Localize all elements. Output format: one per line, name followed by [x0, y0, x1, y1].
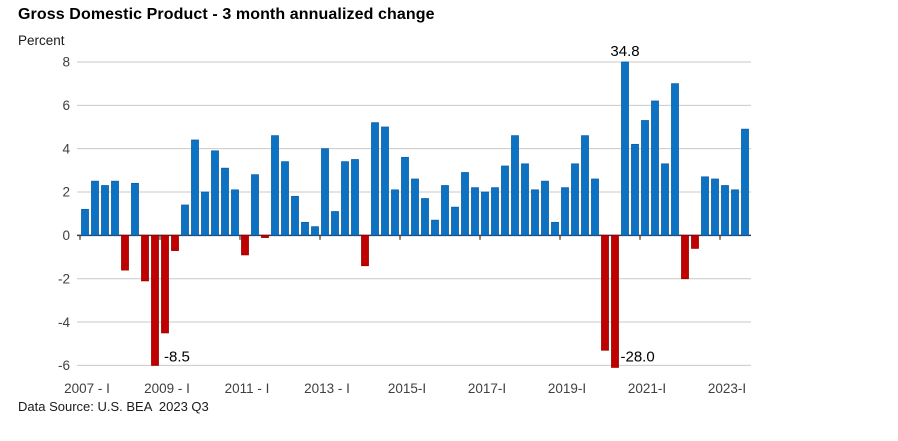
- data-source-label: Data Source: U.S. BEA 2023 Q3: [18, 399, 209, 414]
- x-tick-label-2013 - I: 2013 - I: [304, 381, 350, 396]
- x-tick-label-2019-I: 2019-I: [548, 381, 586, 396]
- x-tick-label-2023-I: 2023-I: [708, 381, 746, 396]
- y-tick-label-6: 6: [62, 98, 70, 113]
- bar-2012-Q3: [301, 221, 309, 236]
- bar-2007-Q3: [101, 185, 109, 236]
- bar-2014-Q2: [371, 122, 379, 236]
- bar-2017-Q1: [481, 191, 489, 236]
- bar-2010-Q2: [211, 150, 219, 236]
- y-tick-label--2: -2: [58, 271, 70, 286]
- bar-2023-Q1: [721, 185, 729, 236]
- y-tick-label-0: 0: [62, 228, 70, 243]
- annotation--28.0: -28.0: [621, 349, 655, 366]
- bar-2022-Q2: [691, 234, 699, 249]
- bar-2014-Q3: [381, 126, 389, 236]
- bar-2012-Q4: [311, 226, 319, 236]
- bar-2021-Q4: [671, 83, 679, 236]
- y-tick-label-8: 8: [62, 55, 70, 70]
- y-tick-label-4: 4: [62, 141, 70, 156]
- chart-title: Gross Domestic Product - 3 month annuali…: [18, 6, 435, 23]
- bar-2009-Q4: [191, 139, 199, 236]
- bar-2014-Q1: [361, 234, 369, 267]
- x-tick-label-2011 - I: 2011 - I: [225, 381, 270, 396]
- bar-2011-Q3: [261, 234, 269, 238]
- bar-2013-Q2: [331, 211, 339, 236]
- y-tick-label-2: 2: [62, 185, 70, 200]
- bar-2014-Q4: [391, 189, 399, 236]
- bar-2008-Q4: [151, 234, 159, 366]
- x-tick-label-2007 - I: 2007 - I: [64, 381, 110, 396]
- bar-2015-Q3: [421, 198, 429, 236]
- x-tick-label-2015-I: 2015-I: [388, 381, 426, 396]
- bar-2020-Q2: [611, 234, 619, 368]
- bar-2015-Q2: [411, 178, 419, 236]
- bar-2018-Q4: [551, 221, 559, 236]
- bar-2020-Q1: [601, 234, 609, 351]
- bar-2013-Q3: [341, 161, 349, 236]
- bar-2015-Q4: [431, 219, 439, 236]
- x-tick-label-2009 - I: 2009 - I: [144, 381, 190, 396]
- bar-2019-Q1: [561, 187, 569, 236]
- y-tick-label--4: -4: [58, 315, 70, 330]
- bar-2008-Q2: [131, 182, 139, 236]
- x-tick-label-2021-I: 2021-I: [628, 381, 666, 396]
- x-tick-label-2017-I: 2017-I: [468, 381, 506, 396]
- bar-2016-Q4: [471, 187, 479, 236]
- y-axis-unit-label: Percent: [18, 33, 65, 48]
- bar-2012-Q1: [281, 161, 289, 236]
- bar-2018-Q1: [521, 163, 529, 236]
- annotation--8.5: -8.5: [164, 349, 190, 366]
- bar-2021-Q3: [661, 163, 669, 236]
- bar-2016-Q3: [461, 172, 469, 236]
- bar-2022-Q3: [701, 176, 709, 236]
- bar-2021-Q2: [651, 100, 659, 236]
- bar-2015-Q1: [401, 156, 409, 236]
- bar-2010-Q3: [221, 167, 229, 236]
- bar-2022-Q4: [711, 178, 719, 236]
- bar-2011-Q4: [271, 135, 279, 236]
- bar-2011-Q1: [241, 234, 249, 256]
- bar-2009-Q2: [171, 234, 179, 251]
- annotation-34.8: 34.8: [610, 43, 639, 60]
- bar-2019-Q4: [591, 178, 599, 236]
- bar-2018-Q2: [531, 189, 539, 236]
- bar-2020-Q4: [631, 143, 639, 236]
- bar-2016-Q1: [441, 185, 449, 236]
- bar-2020-Q3: [621, 61, 629, 236]
- bar-2017-Q3: [501, 165, 509, 236]
- bar-2008-Q3: [141, 234, 149, 282]
- bar-2011-Q2: [251, 174, 259, 236]
- bar-2017-Q2: [491, 187, 499, 236]
- bar-2007-Q4: [111, 180, 119, 236]
- bar-2008-Q1: [121, 234, 129, 271]
- bar-2016-Q2: [451, 206, 459, 236]
- bar-2022-Q1: [681, 234, 689, 280]
- bar-2009-Q1: [161, 234, 169, 334]
- bar-2019-Q3: [581, 135, 589, 236]
- bar-2023-Q2: [731, 189, 739, 236]
- bar-2013-Q1: [321, 148, 329, 236]
- bar-2012-Q2: [291, 195, 299, 236]
- bar-2010-Q4: [231, 189, 239, 236]
- bar-2013-Q4: [351, 159, 359, 236]
- bar-2019-Q2: [571, 163, 579, 236]
- bar-2010-Q1: [201, 191, 209, 236]
- bar-2021-Q1: [641, 120, 649, 236]
- bar-2007-Q2: [91, 180, 99, 236]
- bar-2009-Q3: [181, 204, 189, 236]
- bar-2018-Q3: [541, 180, 549, 236]
- y-tick-label--6: -6: [58, 358, 70, 373]
- bar-2023-Q3: [741, 128, 749, 236]
- bar-2017-Q4: [511, 135, 519, 236]
- bar-2007-Q1: [81, 208, 89, 236]
